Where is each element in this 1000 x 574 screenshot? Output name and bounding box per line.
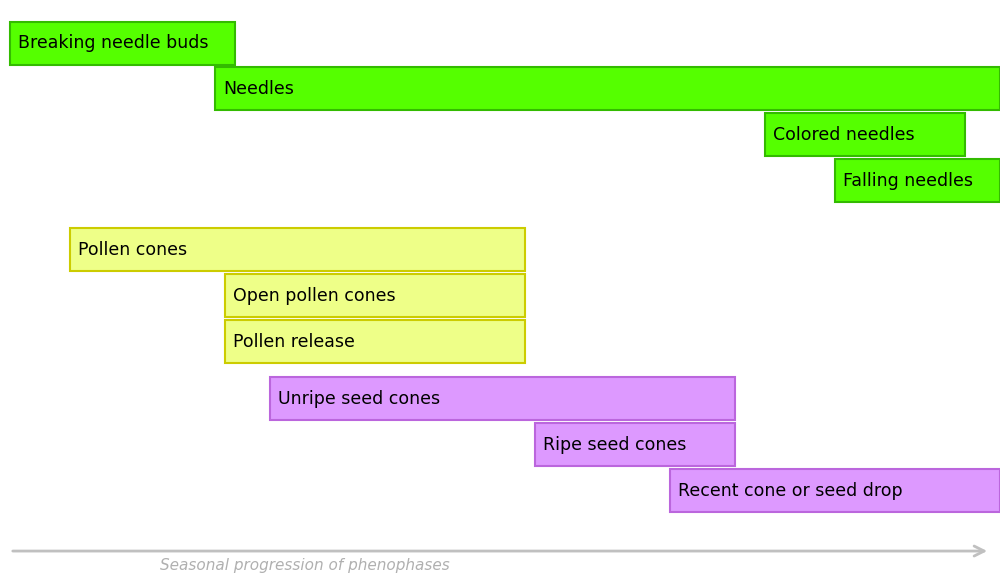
FancyBboxPatch shape	[225, 320, 525, 363]
Text: Colored needles: Colored needles	[773, 126, 915, 144]
Text: Falling needles: Falling needles	[843, 172, 973, 190]
FancyBboxPatch shape	[535, 424, 735, 466]
FancyBboxPatch shape	[765, 114, 965, 156]
FancyBboxPatch shape	[835, 159, 1000, 202]
Text: Open pollen cones: Open pollen cones	[233, 286, 396, 305]
Text: Pollen cones: Pollen cones	[78, 241, 187, 259]
Text: Recent cone or seed drop: Recent cone or seed drop	[678, 482, 903, 500]
FancyBboxPatch shape	[70, 228, 525, 272]
Text: Unripe seed cones: Unripe seed cones	[278, 390, 440, 408]
Text: Ripe seed cones: Ripe seed cones	[543, 436, 686, 454]
Text: Seasonal progression of phenophases: Seasonal progression of phenophases	[160, 558, 450, 573]
Text: Breaking needle buds: Breaking needle buds	[18, 34, 208, 52]
FancyBboxPatch shape	[225, 274, 525, 317]
FancyBboxPatch shape	[215, 68, 1000, 110]
FancyBboxPatch shape	[10, 21, 235, 64]
Text: Needles: Needles	[223, 80, 294, 98]
FancyBboxPatch shape	[270, 378, 735, 420]
Text: Pollen release: Pollen release	[233, 332, 355, 351]
FancyBboxPatch shape	[670, 470, 1000, 513]
